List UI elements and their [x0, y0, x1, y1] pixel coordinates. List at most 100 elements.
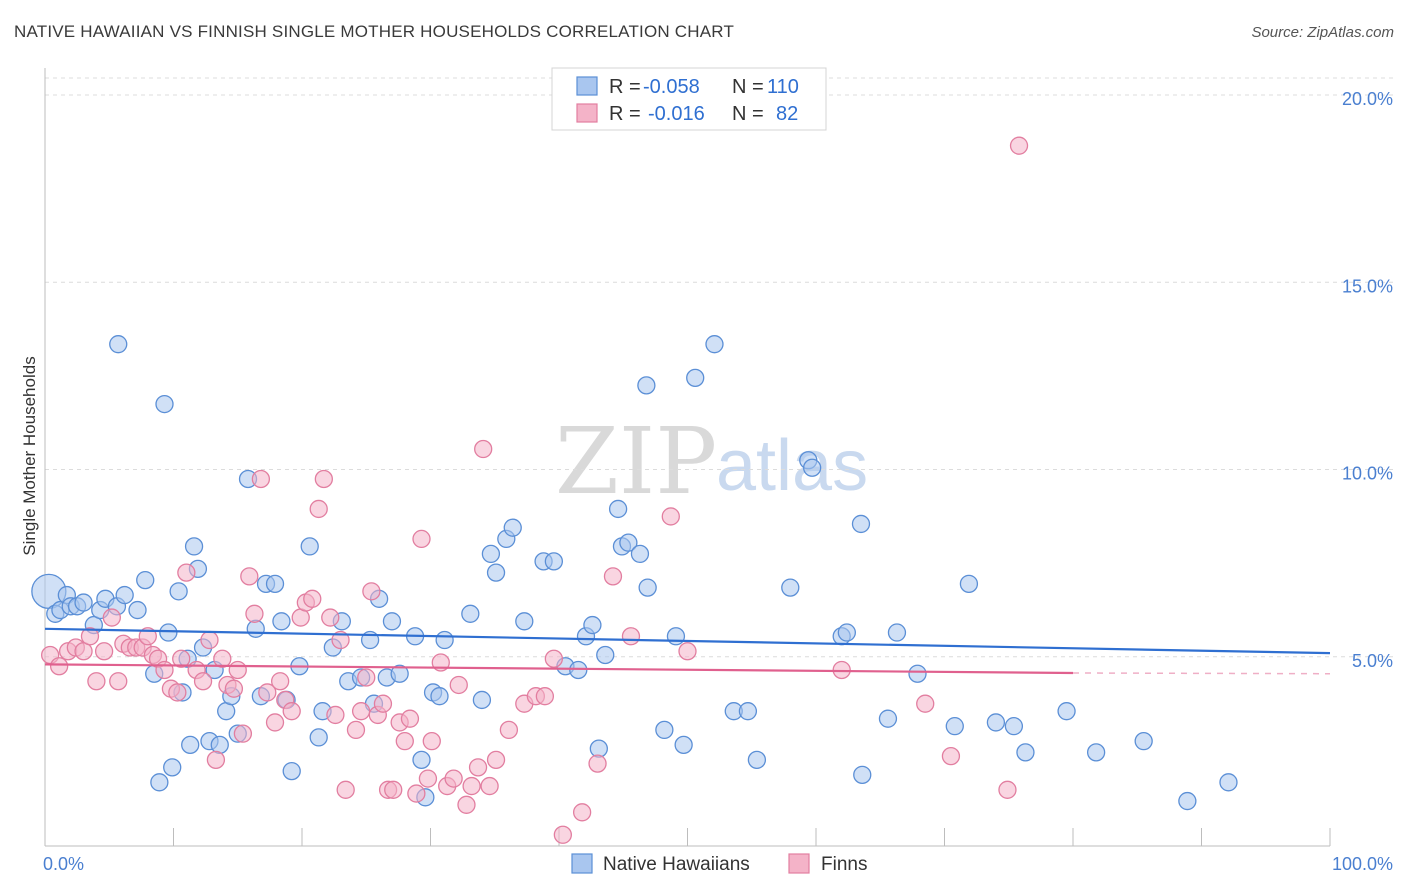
- point-finns: [588, 754, 607, 773]
- legend-r-value-1: -0.058: [643, 76, 700, 98]
- point-finns: [468, 758, 488, 777]
- point-finns: [245, 604, 264, 623]
- point-native-hawaiians: [1016, 743, 1035, 762]
- point-finns: [213, 649, 232, 668]
- point-native-hawaiians: [155, 394, 174, 414]
- point-native-hawaiians: [109, 335, 128, 354]
- point-finns: [941, 746, 961, 766]
- point-native-hawaiians: [515, 612, 534, 631]
- point-native-hawaiians: [802, 458, 822, 477]
- point-finns: [271, 672, 290, 691]
- legend-n-value-2: 82: [776, 103, 798, 125]
- chart-title: NATIVE HAWAIIAN VS FINNISH SINGLE MOTHER…: [14, 22, 735, 41]
- point-finns: [94, 642, 114, 661]
- point-finns: [351, 702, 371, 721]
- point-native-hawaiians: [686, 368, 705, 388]
- point-native-hawaiians: [1219, 773, 1238, 792]
- point-finns: [331, 630, 350, 650]
- point-native-hawaiians: [583, 615, 602, 635]
- point-finns: [544, 649, 564, 668]
- point-finns: [155, 660, 174, 680]
- point-finns: [553, 825, 573, 844]
- point-native-hawaiians: [382, 612, 402, 631]
- point-native-hawaiians: [619, 533, 638, 552]
- point-finns: [240, 567, 259, 586]
- point-finns: [362, 582, 381, 601]
- point-native-hawaiians: [1086, 743, 1106, 762]
- point-native-hawaiians: [908, 664, 927, 683]
- point-native-hawaiians: [272, 612, 291, 631]
- point-native-hawaiians: [210, 735, 229, 755]
- trend-line-finns: [44, 663, 1074, 675]
- point-native-hawaiians: [300, 537, 319, 556]
- point-finns: [572, 803, 592, 822]
- point-native-hawaiians: [544, 552, 564, 571]
- point-native-hawaiians: [945, 717, 964, 736]
- point-finns: [422, 731, 441, 751]
- point-finns: [457, 795, 476, 814]
- point-native-hawaiians: [1057, 702, 1076, 721]
- point-finns: [373, 694, 393, 713]
- point-finns: [200, 630, 219, 650]
- point-native-hawaiians: [181, 735, 200, 755]
- legend-n-label-1: N =: [732, 76, 764, 98]
- y-axis-title: Single Mother Households: [20, 356, 39, 555]
- point-finns: [224, 679, 244, 698]
- point-native-hawaiians: [637, 376, 656, 395]
- point-finns: [357, 668, 376, 687]
- legend-top: R = -0.058 N = 110 R = -0.016 N = 82: [551, 67, 827, 131]
- point-finns: [661, 507, 680, 526]
- x-tick-label: 0.0%: [43, 854, 84, 874]
- point-native-hawaiians: [608, 499, 628, 519]
- point-native-hawaiians: [309, 728, 328, 747]
- legend-bottom: Native Hawaiians Finns: [571, 853, 867, 875]
- point-finns: [480, 776, 499, 796]
- point-finns: [193, 672, 213, 691]
- point-finns: [314, 469, 333, 489]
- point-finns: [80, 627, 100, 646]
- point-native-hawaiians: [390, 664, 409, 683]
- point-finns: [228, 660, 247, 680]
- point-finns: [321, 608, 340, 627]
- point-native-hawaiians: [781, 578, 800, 597]
- point-finns: [418, 769, 438, 788]
- point-finns: [206, 750, 226, 770]
- point-finns: [499, 720, 519, 740]
- point-native-hawaiians: [435, 630, 454, 650]
- point-native-hawaiians: [837, 623, 856, 642]
- point-native-hawaiians: [74, 593, 93, 612]
- trend-lines: [44, 627, 1331, 675]
- point-finns: [395, 731, 414, 751]
- point-finns: [265, 713, 285, 732]
- point-native-hawaiians: [596, 645, 615, 665]
- point-finns: [916, 694, 935, 713]
- point-finns: [621, 627, 641, 646]
- point-finns: [138, 627, 157, 646]
- point-native-hawaiians: [747, 750, 767, 770]
- y-tick-label: 10.0%: [1342, 464, 1393, 484]
- point-finns: [486, 750, 506, 770]
- point-finns: [282, 702, 301, 721]
- y-tick-label: 15.0%: [1342, 276, 1393, 296]
- point-native-hawaiians: [265, 574, 285, 593]
- point-finns: [603, 567, 623, 586]
- point-native-hawaiians: [163, 758, 182, 777]
- legend-n-label-2: N =: [732, 103, 764, 125]
- legend-swatch-native-hawaiians: [576, 76, 598, 96]
- point-finns: [444, 769, 463, 788]
- point-finns: [412, 529, 431, 549]
- point-native-hawaiians: [986, 713, 1006, 732]
- point-finns: [49, 657, 69, 676]
- point-finns: [346, 720, 366, 740]
- point-native-hawaiians: [481, 544, 501, 564]
- point-native-hawaiians: [115, 585, 134, 605]
- legend-r-value-2: -0.016: [648, 103, 705, 125]
- point-native-hawaiians: [853, 765, 872, 784]
- point-finns: [172, 649, 191, 668]
- y-tick-label: 20.0%: [1342, 89, 1393, 109]
- point-native-hawaiians: [959, 574, 979, 593]
- legend-n-value-1: 110: [767, 76, 799, 98]
- point-finns: [449, 675, 468, 695]
- point-native-hawaiians: [705, 335, 724, 354]
- trend-line-native-hawaiians: [44, 627, 1331, 655]
